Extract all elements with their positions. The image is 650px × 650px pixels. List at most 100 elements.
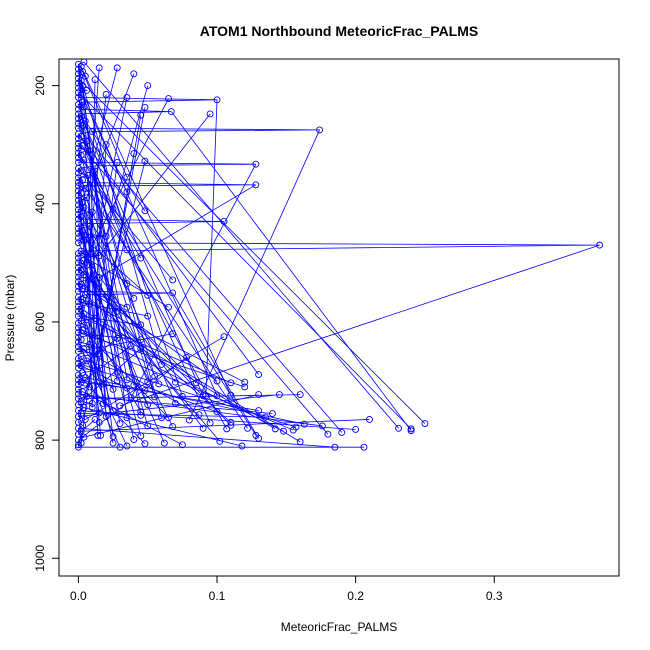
y-tick-label: 600 [33,312,47,332]
data-point [99,380,107,388]
y-axis-label: Pressure (mbar) [3,275,17,362]
data-point [169,330,177,338]
data-point [74,348,82,355]
data-point [88,275,96,283]
data-point [74,359,82,367]
data-point [109,439,117,447]
data-point [79,285,87,293]
data-point [241,378,249,386]
data-point [74,287,82,295]
data-point [113,335,121,342]
series-segment [78,104,114,210]
data-point [123,303,131,311]
series-segment [78,168,173,281]
data-point [165,414,172,422]
data-point [74,329,82,337]
data-point [223,425,231,433]
x-axis-label: MeteoricFrac_PALMS [281,620,397,634]
y-axis: 200 400 600 800 1000 [33,75,59,572]
data-point [79,369,87,377]
data-point [324,430,332,438]
data-point [109,407,117,415]
data-point [113,158,121,166]
series-segment [82,67,118,203]
series-segment [82,67,100,289]
data-point [88,400,96,407]
data-point [167,108,175,116]
data-point [102,413,110,420]
data-point [352,426,360,433]
data-point [144,291,152,299]
data-point [83,322,91,329]
data-point [238,442,246,450]
series-segment [86,360,297,428]
data-point [255,371,263,378]
data-point [130,294,138,302]
data-point [137,336,145,344]
series-segment [78,200,128,284]
data-point [79,82,87,90]
data-point [199,424,207,432]
series-segment [78,419,96,435]
data-point [158,361,166,368]
data-point [407,427,415,435]
data-point [151,372,159,380]
series-segment [80,283,218,382]
data-point [130,150,138,157]
data-point [74,239,82,247]
data-point [91,366,99,374]
data-point [116,402,124,410]
data-point [165,303,172,311]
data-point [95,252,103,260]
data-point [123,93,131,101]
data-point [144,82,152,90]
series-segment [98,115,142,354]
data-point [113,64,121,72]
series-segment [78,333,173,352]
data-point [280,427,288,435]
data-point [74,273,82,281]
data-point [183,353,190,361]
data-point [86,222,93,230]
data-point [123,173,131,181]
data-point [407,425,415,433]
data-point [300,420,308,428]
data-point [227,379,235,387]
data-point [113,307,121,315]
x-tick-label: 0.3 [486,589,503,603]
data-point [421,420,429,428]
data-point [74,264,82,272]
data-point [271,425,279,433]
data-point [79,67,87,75]
data-point [79,227,87,235]
data-point [269,410,276,417]
data-point [169,276,177,284]
data-point [141,157,149,165]
data-point [216,437,224,445]
data-point [74,110,82,118]
series-segment [170,111,412,431]
data-point [74,333,82,341]
data-point [86,300,93,308]
series-segment [80,269,118,312]
data-point [195,411,203,419]
series-segment [80,250,176,383]
data-point [178,441,186,449]
data-point [81,117,89,125]
data-point [123,188,131,196]
data-point [74,254,82,262]
data-point [220,333,228,341]
data-point [227,421,235,429]
data-point [596,241,604,249]
series-segment [78,161,146,423]
series-segment [78,228,149,405]
data-point [127,342,135,350]
series-segment [80,66,232,396]
data-point [86,340,93,348]
y-tick-label: 800 [33,430,47,450]
data-point [130,381,138,389]
x-tick-label: 0.0 [70,589,87,603]
data-point [165,95,172,103]
x-axis: 0.0 0.1 0.2 0.3 [70,576,503,603]
series-segment [78,152,142,259]
